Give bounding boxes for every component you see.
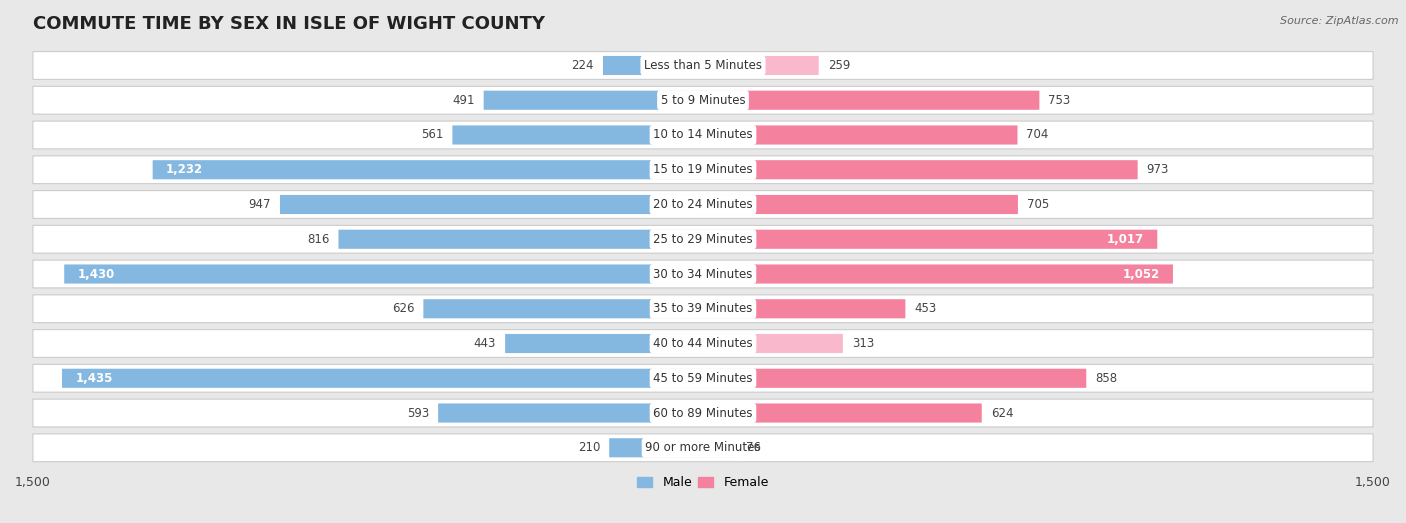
FancyBboxPatch shape <box>280 195 703 214</box>
Text: 35 to 39 Minutes: 35 to 39 Minutes <box>654 302 752 315</box>
Text: Source: ZipAtlas.com: Source: ZipAtlas.com <box>1281 16 1399 26</box>
FancyBboxPatch shape <box>703 56 818 75</box>
Text: 45 to 59 Minutes: 45 to 59 Minutes <box>654 372 752 385</box>
FancyBboxPatch shape <box>703 265 1173 283</box>
FancyBboxPatch shape <box>32 86 1374 114</box>
FancyBboxPatch shape <box>153 160 703 179</box>
Text: 704: 704 <box>1026 129 1049 142</box>
Text: 210: 210 <box>578 441 600 454</box>
Text: 1,017: 1,017 <box>1107 233 1144 246</box>
Text: 259: 259 <box>828 59 851 72</box>
FancyBboxPatch shape <box>609 438 703 457</box>
FancyBboxPatch shape <box>32 295 1374 323</box>
Text: 973: 973 <box>1146 163 1168 176</box>
FancyBboxPatch shape <box>32 121 1374 149</box>
Text: 10 to 14 Minutes: 10 to 14 Minutes <box>654 129 752 142</box>
Legend: Male, Female: Male, Female <box>633 471 773 494</box>
FancyBboxPatch shape <box>32 190 1374 219</box>
Text: 1,435: 1,435 <box>76 372 112 385</box>
FancyBboxPatch shape <box>32 52 1374 79</box>
FancyBboxPatch shape <box>32 329 1374 357</box>
FancyBboxPatch shape <box>703 334 842 353</box>
FancyBboxPatch shape <box>505 334 703 353</box>
FancyBboxPatch shape <box>32 399 1374 427</box>
FancyBboxPatch shape <box>703 403 981 423</box>
Text: 816: 816 <box>307 233 329 246</box>
Text: 453: 453 <box>914 302 936 315</box>
FancyBboxPatch shape <box>484 90 703 110</box>
Text: 90 or more Minutes: 90 or more Minutes <box>645 441 761 454</box>
Text: 491: 491 <box>453 94 475 107</box>
Text: 858: 858 <box>1095 372 1118 385</box>
Text: 626: 626 <box>392 302 415 315</box>
FancyBboxPatch shape <box>603 56 703 75</box>
Text: 40 to 44 Minutes: 40 to 44 Minutes <box>654 337 752 350</box>
FancyBboxPatch shape <box>423 299 703 319</box>
Text: 5 to 9 Minutes: 5 to 9 Minutes <box>661 94 745 107</box>
Text: 1,232: 1,232 <box>166 163 204 176</box>
Text: 76: 76 <box>747 441 761 454</box>
Text: 313: 313 <box>852 337 875 350</box>
FancyBboxPatch shape <box>439 403 703 423</box>
Text: COMMUTE TIME BY SEX IN ISLE OF WIGHT COUNTY: COMMUTE TIME BY SEX IN ISLE OF WIGHT COU… <box>32 15 546 33</box>
Text: 60 to 89 Minutes: 60 to 89 Minutes <box>654 406 752 419</box>
FancyBboxPatch shape <box>62 369 703 388</box>
FancyBboxPatch shape <box>703 195 1018 214</box>
Text: 15 to 19 Minutes: 15 to 19 Minutes <box>654 163 752 176</box>
Text: 224: 224 <box>571 59 593 72</box>
Text: 561: 561 <box>420 129 443 142</box>
Text: 1,430: 1,430 <box>77 267 115 280</box>
FancyBboxPatch shape <box>453 126 703 144</box>
Text: 1,052: 1,052 <box>1122 267 1160 280</box>
FancyBboxPatch shape <box>703 90 1039 110</box>
FancyBboxPatch shape <box>703 369 1087 388</box>
Text: 30 to 34 Minutes: 30 to 34 Minutes <box>654 267 752 280</box>
FancyBboxPatch shape <box>339 230 703 249</box>
FancyBboxPatch shape <box>703 438 737 457</box>
FancyBboxPatch shape <box>703 230 1157 249</box>
FancyBboxPatch shape <box>65 265 703 283</box>
FancyBboxPatch shape <box>32 225 1374 253</box>
Text: 947: 947 <box>249 198 271 211</box>
Text: 25 to 29 Minutes: 25 to 29 Minutes <box>654 233 752 246</box>
Text: 593: 593 <box>406 406 429 419</box>
FancyBboxPatch shape <box>32 260 1374 288</box>
FancyBboxPatch shape <box>32 365 1374 392</box>
FancyBboxPatch shape <box>32 156 1374 184</box>
Text: 705: 705 <box>1026 198 1049 211</box>
FancyBboxPatch shape <box>703 126 1018 144</box>
Text: 624: 624 <box>991 406 1014 419</box>
Text: 20 to 24 Minutes: 20 to 24 Minutes <box>654 198 752 211</box>
FancyBboxPatch shape <box>703 160 1137 179</box>
FancyBboxPatch shape <box>703 299 905 319</box>
FancyBboxPatch shape <box>32 434 1374 462</box>
Text: Less than 5 Minutes: Less than 5 Minutes <box>644 59 762 72</box>
Text: 443: 443 <box>474 337 496 350</box>
Text: 753: 753 <box>1049 94 1070 107</box>
